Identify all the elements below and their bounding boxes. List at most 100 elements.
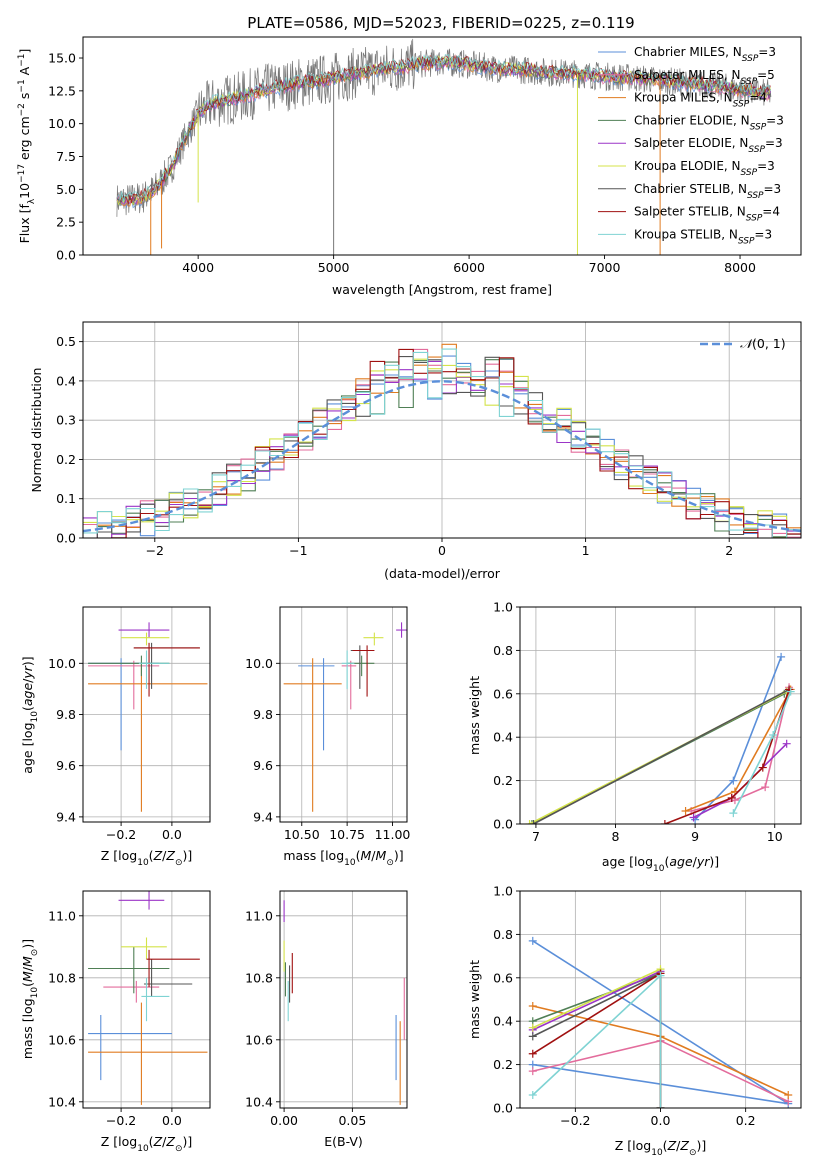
series-marker [761,783,770,792]
series-marker [689,813,698,822]
y-tick-label: 0.8 [493,927,513,942]
histogram-kroupa-stelib [83,348,801,538]
axes-frame [279,890,408,1109]
errorbar-salpeter-miles [88,660,160,710]
x-tick-label: −0.2 [106,827,136,842]
y-tick-label: 0.4 [493,730,513,745]
panel-residuals: −2 −1 0 1 2 0.0 0.1 0.2 0.3 0.4 0.5 𝒩(0, 1) (data-mo… [29,321,802,581]
panel-age_vs_Z: −0.2 0.0 9.4 9.6 9.8 10.0 Z [log10(Z/Z⊙)] age [… [20,606,211,868]
errorbar-kroupa-miles [88,1002,208,1105]
y-axis-label: age [log10(age/yr)] [20,656,40,773]
y-tick-label: 9.8 [253,707,273,722]
errorbar-chabrier-stelib [143,959,193,997]
y-tick-label: 0.3 [56,413,76,428]
x-tick-label: 4000 [182,260,214,275]
x-tick-label: 0.05 [338,1113,366,1128]
y-axis-label: Flux [fλ10−17 erg cm−2 s−1 A−1] [17,49,37,244]
x-tick-label: 8000 [724,260,756,275]
legend-entry-salpeter-miles: Salpeter MILES, NSSP=5 [634,68,775,87]
series-marker [782,739,791,748]
series-marker [528,1049,537,1058]
x-axis-label: Z [log10(Z/Z⊙)] [615,1138,707,1158]
series-marker [528,1090,537,1099]
series-marker [769,731,778,740]
y-tick-label: 0.0 [56,248,76,263]
series-kroupa-stelib [528,971,665,1108]
y-tick-label: 10.0 [48,656,76,671]
panel-weight_vs_age: 7 8 9 10 0.0 0.2 0.4 0.6 0.8 1.0 age [log10(age/yr… [467,600,802,874]
y-tick-label: 9.8 [56,707,76,722]
x-axis-label: (data-model)/error [384,566,501,581]
y-tick-label: 0.5 [56,334,76,349]
plot-area [525,652,795,824]
errorbar-kroupa-elodie [121,632,170,646]
plot-area [88,891,208,1105]
y-tick-label: 0.2 [493,773,513,788]
series-marker [786,687,795,696]
x-tick-label: 0.0 [162,1113,182,1128]
y-tick-label: 12.5 [48,83,76,98]
panel-age_vs_mass: 10.50 10.75 11.00 9.4 9.6 9.8 10.0 mass [log10(… [245,606,411,868]
y-tick-label: 0.2 [493,1057,513,1072]
y-tick-label: 10.6 [245,1032,273,1047]
legend-entry-salpeter-elodie: Salpeter ELODIE, NSSP=3 [634,136,783,155]
series-kroupa-stelib [729,687,795,818]
panel-spectrum: 4000 5000 6000 7000 8000 0.0 2.5 5.0 7.5 10.0 12.5… [17,36,802,297]
y-tick-label: 9.4 [56,809,76,824]
y-tick-label: 10.0 [245,656,273,671]
legend-entry-kroupa-stelib: Kroupa STELIB, NSSP=3 [634,227,772,246]
y-axis-label: mass weight [467,676,482,755]
axes-frame [519,606,802,825]
legend-normal-label: 𝒩(0, 1) [740,336,786,351]
series-marker [656,971,665,980]
model-kroupa-stelib [116,53,771,202]
errorbar-kroupa-stelib [341,650,355,689]
x-tick-label: −0.2 [560,1113,590,1128]
x-tick-label: 11.00 [375,827,411,842]
errorbar-salpeter-elodie [118,622,170,638]
series-marker [529,820,538,824]
errorbar-salpeter-stelib [352,645,375,697]
x-tick-label: 9 [691,829,699,844]
y-tick-label: 0.1 [56,491,76,506]
x-tick-label: 0 [438,543,446,558]
plot-area [83,343,801,538]
x-axis-label: age [log10(age/yr)] [602,854,719,874]
y-tick-label: 0.4 [56,373,76,388]
y-tick-label: 10.4 [48,1094,76,1109]
series-marker [729,776,738,785]
x-axis-label: mass [log10(M/M⊙)] [283,848,403,868]
x-tick-label: 10 [767,829,783,844]
panel-mass_vs_Z: −0.2 0.0 10.4 10.6 10.8 11.0 Z [log10(Z/Z⊙)] ma… [20,890,211,1154]
x-tick-label: 10.75 [329,827,365,842]
y-tick-label: 0.0 [56,531,76,546]
figure-title: PLATE=0586, MJD=52023, FIBERID=0225, z=0… [247,14,634,32]
legend-entry-salpeter-stelib: Salpeter STELIB, NSSP=4 [634,205,780,224]
errorbar-salpeter-elodie [118,891,165,910]
x-axis-label: E(B-V) [324,1134,363,1149]
plot-area [88,622,208,812]
errorbar-chabrier-elodie [88,946,170,994]
series-marker [528,1067,537,1076]
plot-area [283,900,405,1105]
panel-weight_vs_Z: −0.2 0.0 0.2 0.0 0.2 0.4 0.6 0.8 1.0 Z [log10(Z/Z… [467,884,802,1158]
series-marker [528,1002,537,1011]
y-tick-label: 10.4 [245,1094,273,1109]
x-tick-label: 6000 [453,260,485,275]
y-tick-label: 0.6 [493,686,513,701]
x-tick-label: 0.2 [736,1113,756,1128]
y-tick-label: 0.0 [493,817,513,832]
series-marker [525,820,534,824]
legend-entry-chabrier-stelib: Chabrier STELIB, NSSP=3 [634,182,781,201]
y-tick-label: 0.6 [493,970,513,985]
errorbar-salpeter-elodie [396,622,407,638]
legend-entry-chabrier-miles: Chabrier MILES, NSSP=3 [634,45,776,64]
x-tick-label: 2 [725,543,733,558]
errorbar-salpeter-stelib [146,949,200,988]
legend-entry-chabrier-elodie: Chabrier ELODIE, NSSP=3 [634,113,784,132]
x-tick-label: 0.00 [270,1113,298,1128]
plot-area [116,38,772,255]
y-tick-label: 2.5 [56,215,76,230]
normal-curve [83,380,801,533]
